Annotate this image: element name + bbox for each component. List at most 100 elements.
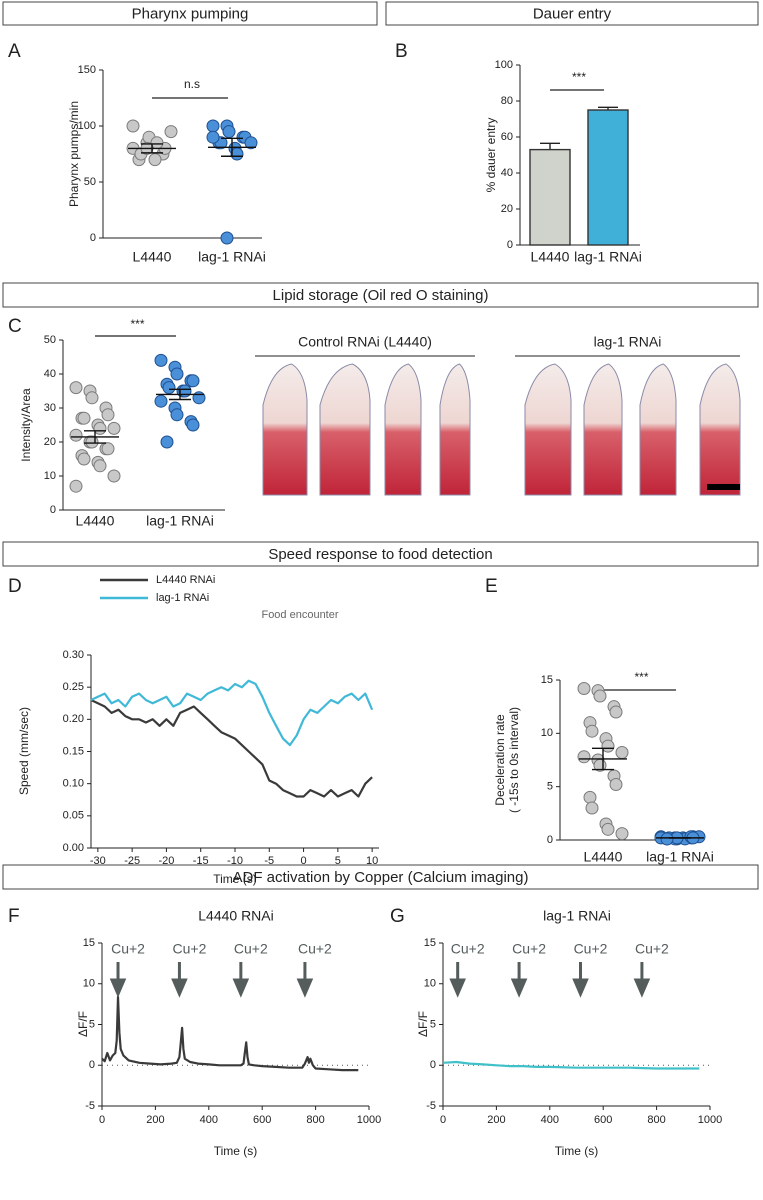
y-tick-label: 0.15 (63, 745, 84, 757)
stimulus-label: Cu+2 (234, 941, 268, 957)
panel-letter: A (8, 41, 21, 62)
data-line (442, 1060, 700, 1070)
micrograph (319, 363, 371, 496)
micrograph (639, 363, 677, 496)
sem-bar (221, 137, 243, 157)
x-tick-label: L4440 (133, 249, 172, 265)
sem-bar (592, 747, 614, 771)
panel-letter: D (8, 576, 22, 597)
data-point (77, 411, 91, 425)
data-point (615, 746, 629, 760)
x-tick-label: -5 (264, 855, 274, 867)
x-tick-label: -20 (158, 855, 174, 867)
x-tick-label: L4440 (531, 249, 570, 265)
data-point (577, 750, 591, 764)
data-point (85, 391, 99, 405)
x-axis-label: Time (s) (213, 872, 257, 886)
data-point (593, 689, 607, 703)
stimulus-label: Cu+2 (451, 941, 485, 957)
stimulus-arrow (633, 962, 651, 998)
section-title: Dauer entry (533, 5, 612, 22)
y-tick-label: 0.05 (63, 810, 84, 822)
panel-letter: B (395, 41, 408, 62)
y-tick-label: 15 (83, 937, 95, 949)
data-line (101, 995, 359, 1072)
x-tick-label: 0 (301, 855, 307, 867)
data-point (585, 801, 599, 815)
data-point (160, 435, 174, 449)
data-point (101, 408, 115, 422)
y-tick-label: 150 (78, 64, 96, 76)
stimulus-arrow (296, 962, 314, 998)
section-box (2, 541, 759, 567)
x-axis-label: Time (s) (214, 1144, 258, 1158)
x-tick-label: 1000 (357, 1114, 381, 1126)
data-point (186, 374, 200, 388)
data-point (77, 452, 91, 466)
stimulus-arrow (572, 962, 589, 998)
data-point (148, 153, 162, 167)
data-point (601, 739, 615, 753)
data-point (206, 119, 220, 133)
sem-bar (169, 388, 191, 401)
y-tick-label: 15 (424, 937, 436, 949)
data-line (90, 699, 373, 798)
y-tick-label: 10 (44, 470, 56, 482)
x-tick-label: lag-1 RNAi (646, 849, 714, 865)
data-point (609, 705, 623, 719)
panel-letter: E (485, 576, 498, 597)
x-axis-label: Time (s) (555, 1144, 599, 1158)
x-tick-label: lag-1 RNAi (146, 513, 214, 529)
data-point (609, 778, 623, 792)
x-tick-label: 10 (366, 855, 378, 867)
x-tick-label: 5 (335, 855, 341, 867)
section-title: ADF activation by Copper (Calcium imagin… (233, 869, 529, 886)
x-tick-label: 0 (99, 1114, 105, 1126)
y-axis-label: Pharynx pumps/min (67, 101, 81, 207)
data-point (222, 125, 236, 139)
legend-label: lag-1 RNAi (156, 592, 209, 604)
panel-letter: C (8, 316, 22, 337)
y-tick-label: 0 (430, 1059, 436, 1071)
y-tick-label: 0 (50, 504, 56, 516)
x-tick-label: 0 (440, 1114, 446, 1126)
error-bar (540, 142, 560, 150)
x-tick-label: 600 (253, 1114, 271, 1126)
x-tick-label: 400 (200, 1114, 218, 1126)
x-tick-label: lag-1 RNAi (198, 249, 266, 265)
stimulus-arrow (510, 962, 528, 998)
data-point (93, 459, 107, 473)
data-point (244, 136, 258, 150)
bar (587, 109, 629, 246)
y-axis-label: Deceleration rate( -15s to 0s interval) (493, 707, 521, 813)
y-tick-label: 100 (495, 59, 513, 71)
x-tick-label: 800 (647, 1114, 665, 1126)
data-point (577, 682, 591, 696)
y-tick-label: 5 (430, 1018, 436, 1030)
x-tick-label: L4440 (584, 849, 623, 865)
y-tick-label: 80 (501, 95, 513, 107)
data-point (93, 421, 107, 435)
stimulus-label: Cu+2 (574, 941, 608, 957)
section-box (2, 864, 759, 890)
x-tick-label: 200 (487, 1114, 505, 1126)
y-tick-label: 5 (89, 1018, 95, 1030)
stimulus-arrow (109, 962, 127, 998)
y-axis-label: Speed (mm/sec) (17, 707, 31, 795)
micrograph (583, 363, 623, 496)
panel-letter: G (390, 906, 405, 927)
micrograph (699, 363, 741, 496)
micrograph (439, 363, 471, 496)
stimulus-arrow (232, 962, 250, 998)
y-tick-label: 60 (501, 131, 513, 143)
y-tick-label: 20 (44, 436, 56, 448)
y-tick-label: 30 (44, 402, 56, 414)
panel-letter: F (8, 906, 20, 927)
section-box (2, 1, 378, 26)
data-point (154, 353, 168, 367)
x-tick-label: 600 (594, 1114, 612, 1126)
section-box (385, 1, 759, 26)
y-tick-label: 0 (90, 232, 96, 244)
data-point (192, 391, 206, 405)
